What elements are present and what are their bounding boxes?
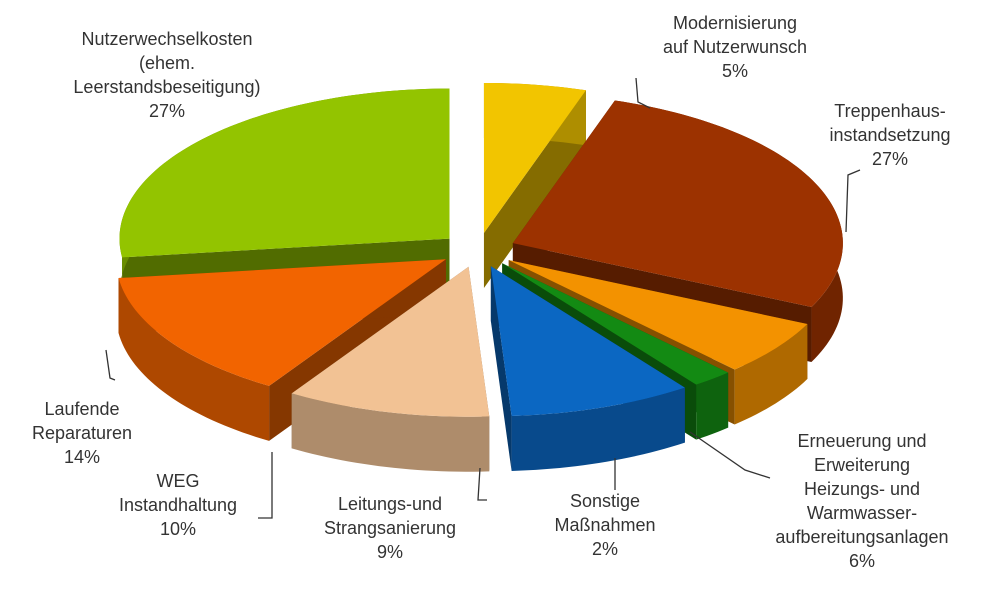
leader-line bbox=[105, 349, 116, 381]
slice-label: Treppenhaus- bbox=[834, 101, 945, 121]
slice-label: Strangsanierung bbox=[324, 518, 456, 538]
slice-label: WEG bbox=[157, 471, 200, 491]
pie-slice bbox=[483, 82, 586, 288]
pie-slice bbox=[490, 266, 685, 471]
slice-label: Maßnahmen bbox=[554, 515, 655, 535]
slice-label: Warmwasser- bbox=[807, 503, 917, 523]
slice-label: aufbereitungsanlagen bbox=[775, 527, 948, 547]
slice-top bbox=[483, 82, 586, 233]
slice-value-label: 14% bbox=[64, 447, 100, 467]
leader-line bbox=[845, 169, 861, 233]
leader-line bbox=[635, 77, 651, 109]
slice-top bbox=[512, 100, 843, 308]
slice-label: Reparaturen bbox=[32, 423, 132, 443]
slice-top bbox=[502, 263, 729, 385]
slice-value-label: 6% bbox=[849, 551, 875, 571]
slice-wall bbox=[118, 278, 270, 441]
leader-line bbox=[477, 467, 487, 501]
slice-value-label: 27% bbox=[872, 149, 908, 169]
slice-top bbox=[508, 260, 808, 370]
leader-line bbox=[258, 452, 273, 519]
slice-wall bbox=[291, 393, 490, 472]
slice-value-label: 10% bbox=[160, 519, 196, 539]
slice-label: Erneuerung und bbox=[797, 431, 926, 451]
leader-line bbox=[689, 431, 771, 479]
slice-label: auf Nutzerwunsch bbox=[663, 37, 807, 57]
slice-top bbox=[291, 266, 490, 417]
slice-top bbox=[118, 259, 446, 386]
slice-label: (ehem. bbox=[139, 53, 195, 73]
slice-label: instandsetzung bbox=[829, 125, 950, 145]
slice-label: Nutzerwechselkosten bbox=[81, 29, 252, 49]
pie-slice bbox=[291, 266, 490, 472]
slice-top bbox=[119, 88, 450, 258]
slice-label: Instandhaltung bbox=[119, 495, 237, 515]
slice-label: Modernisierung bbox=[673, 13, 797, 33]
slice-label: Sonstige bbox=[570, 491, 640, 511]
slice-label: Erweiterung bbox=[814, 455, 910, 475]
slice-value-label: 9% bbox=[377, 542, 403, 562]
slice-wall bbox=[696, 372, 729, 440]
slice-label: Heizungs- und bbox=[804, 479, 920, 499]
slice-value-label: 2% bbox=[592, 539, 618, 559]
slice-label: Laufende bbox=[44, 399, 119, 419]
slice-wall bbox=[734, 324, 808, 425]
slice-value-label: 27% bbox=[149, 101, 185, 121]
slice-value-label: 5% bbox=[722, 61, 748, 81]
slice-side bbox=[490, 266, 512, 471]
slice-wall bbox=[511, 387, 685, 471]
slice-label: Leerstandsbeseitigung) bbox=[73, 77, 260, 97]
slice-label: Leitungs-und bbox=[338, 494, 442, 514]
slice-top bbox=[490, 266, 685, 416]
